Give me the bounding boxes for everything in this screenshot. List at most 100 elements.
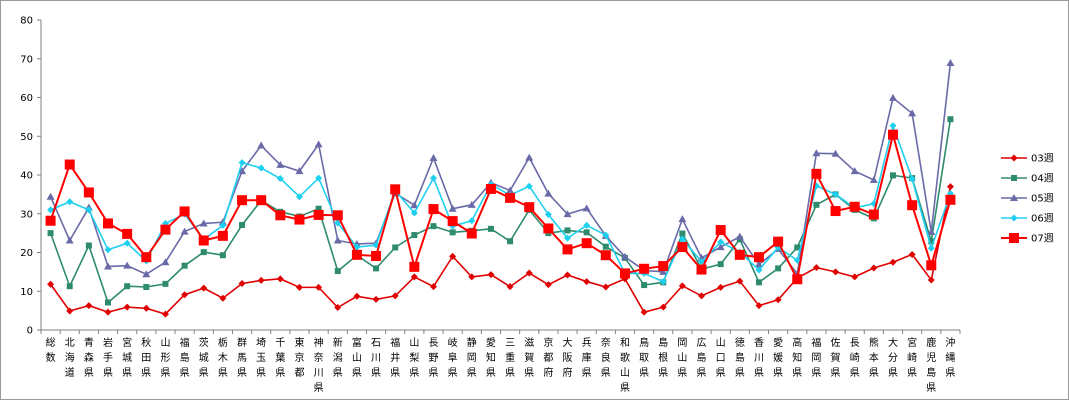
legend-item: 05週 — [1001, 193, 1054, 205]
data-point — [562, 244, 573, 255]
data-point — [927, 276, 935, 284]
data-point — [123, 239, 131, 247]
data-point — [619, 268, 630, 279]
data-point — [219, 252, 226, 259]
data-point — [332, 210, 343, 221]
data-point — [583, 221, 591, 229]
data-point — [372, 295, 380, 303]
data-point — [429, 174, 437, 182]
data-point — [641, 282, 648, 289]
data-point — [160, 224, 171, 235]
data-point — [544, 189, 553, 197]
data-point — [908, 175, 916, 183]
data-point — [754, 260, 763, 268]
data-point — [506, 186, 515, 194]
y-tick-label: 70 — [20, 54, 33, 65]
data-point — [257, 141, 266, 149]
data-point — [679, 230, 686, 237]
data-point — [238, 280, 246, 287]
data-point — [449, 252, 457, 260]
data-point — [869, 176, 878, 184]
data-point — [907, 200, 918, 211]
data-point — [812, 149, 821, 157]
data-point — [275, 210, 286, 221]
legend-item: 04週 — [1001, 173, 1054, 185]
data-point — [564, 271, 572, 279]
data-point — [889, 258, 897, 266]
data-point — [295, 167, 304, 175]
x-tick-label: 奈良県 — [601, 336, 611, 379]
data-point — [908, 250, 916, 258]
data-point — [64, 159, 75, 170]
x-tick-label: 広島県 — [697, 336, 707, 379]
x-tick-label: 山口県 — [716, 337, 726, 379]
x-tick-label: 岩手県 — [103, 336, 113, 379]
data-point — [735, 232, 744, 240]
x-tick-label: 千葉県 — [275, 337, 285, 379]
data-point — [198, 235, 209, 246]
data-point — [927, 244, 935, 252]
x-tick-label: 兵庫県 — [582, 336, 592, 379]
data-point — [219, 221, 227, 229]
x-tick-label: 福井県 — [390, 336, 400, 379]
data-point — [199, 219, 208, 227]
data-point — [698, 292, 706, 300]
series-layer — [45, 59, 956, 318]
data-point — [200, 284, 208, 292]
series-07週 — [45, 129, 956, 285]
series-line — [49, 119, 952, 304]
x-tick-label: 青森県 — [84, 336, 94, 379]
legend: 03週 04週 05週 06週 07週 — [1001, 153, 1054, 245]
data-point — [755, 266, 763, 274]
legend-marker — [1010, 194, 1018, 201]
data-point — [717, 238, 725, 246]
data-point — [314, 140, 323, 148]
data-point — [276, 174, 284, 182]
data-point — [200, 249, 207, 256]
y-tick-label: 50 — [20, 132, 33, 143]
data-point — [390, 184, 401, 195]
data-point — [946, 59, 955, 67]
legend-label: 07週 — [1031, 233, 1054, 245]
data-point — [830, 206, 841, 217]
x-tick-label: 秋田県 — [141, 336, 151, 379]
data-point — [677, 242, 688, 253]
data-point — [620, 252, 629, 260]
legend-marker — [1011, 175, 1017, 181]
data-point — [66, 307, 74, 315]
x-tick-label: 静岡県 — [467, 336, 477, 379]
data-point — [715, 225, 726, 236]
x-tick-label: 香川県 — [754, 337, 764, 379]
data-point — [371, 250, 382, 261]
x-tick-label: 沖縄県 — [945, 336, 955, 379]
data-point — [659, 267, 668, 275]
data-point — [257, 276, 265, 284]
data-point — [449, 229, 456, 236]
data-point — [353, 243, 361, 251]
data-point — [926, 260, 937, 271]
data-point — [734, 249, 745, 260]
data-point — [544, 211, 552, 219]
data-point — [774, 296, 782, 304]
data-point — [582, 204, 591, 212]
data-point — [122, 228, 133, 239]
data-point — [602, 243, 609, 250]
series-05週 — [46, 59, 955, 278]
data-point — [313, 209, 324, 220]
data-point — [429, 283, 437, 291]
y-tick-label: 10 — [20, 287, 33, 298]
data-point — [351, 249, 362, 260]
data-point — [294, 214, 305, 225]
data-point — [659, 278, 667, 286]
data-point — [104, 262, 113, 270]
data-point — [753, 252, 764, 263]
data-point — [544, 281, 552, 289]
data-point — [218, 218, 227, 226]
data-point — [602, 283, 610, 291]
data-point — [123, 303, 131, 311]
data-point — [831, 149, 840, 157]
data-point — [466, 228, 477, 239]
data-point — [639, 263, 650, 274]
data-point — [506, 283, 514, 291]
